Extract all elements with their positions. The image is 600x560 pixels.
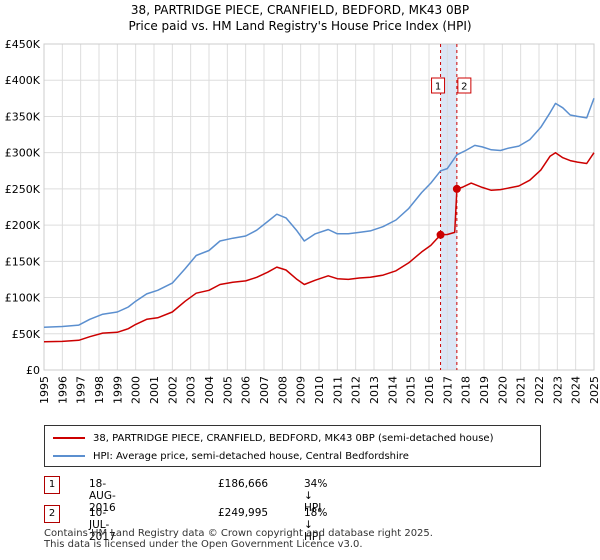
y-tick-label: £400K [5, 74, 41, 87]
x-tick-label: 1999 [111, 376, 124, 404]
transaction-shaded-region [440, 44, 457, 370]
transaction-hpi-diff: 18% ↓ HPI [304, 507, 328, 543]
x-tick-label: 1996 [56, 376, 69, 404]
y-tick-label: £50K [12, 328, 41, 341]
x-tick-label: 2003 [185, 376, 198, 404]
y-tick-label: £150K [5, 255, 41, 268]
x-tick-label: 2002 [166, 376, 179, 404]
x-tick-label: 2010 [313, 376, 326, 404]
hpi-line [43, 98, 595, 329]
x-tick-label: 2009 [295, 376, 308, 404]
x-tick-label: 2019 [478, 376, 491, 404]
legend-item-hpi: HPI: Average price, semi-detached house,… [53, 447, 409, 465]
y-tick-label: £100K [5, 292, 41, 305]
x-tick-label: 2008 [276, 376, 289, 404]
footer-line: This data is licensed under the Open Gov… [44, 539, 363, 550]
y-tick-label: £0 [26, 364, 40, 377]
transaction-label-box [431, 77, 446, 94]
x-tick-label: 2004 [203, 376, 216, 404]
x-tick-label: 1998 [93, 376, 106, 404]
legend-swatch-hpi [53, 455, 85, 457]
transaction-date: 10-JUL-2017 [89, 507, 116, 543]
x-tick-label: 2022 [533, 376, 546, 404]
transaction-hpi-diff: 34% ↓ HPI [304, 478, 328, 514]
transaction-marker-badge: 2 [44, 505, 60, 523]
x-tick-label: 2005 [221, 376, 234, 404]
transaction-date: 18-AUG-2016 [89, 478, 116, 514]
y-tick-label: £200K [5, 219, 41, 232]
y-tick-label: £450K [5, 38, 41, 51]
transaction-label: 2 [461, 82, 467, 93]
x-tick-label: 2024 [570, 376, 583, 404]
x-tick-label: 2007 [258, 376, 271, 404]
x-tick-label: 2025 [588, 376, 600, 404]
legend-label-hpi: HPI: Average price, semi-detached house,… [93, 450, 409, 462]
legend: 38, PARTRIDGE PIECE, CRANFIELD, BEDFORD,… [44, 425, 541, 467]
y-tick-label: £300K [5, 147, 41, 160]
chart-title: 38, PARTRIDGE PIECE, CRANFIELD, BEDFORD,… [131, 3, 469, 17]
y-tick-label: £250K [5, 183, 41, 196]
x-tick-label: 2023 [551, 376, 564, 404]
price-chart: 38, PARTRIDGE PIECE, CRANFIELD, BEDFORD,… [5, 3, 600, 404]
transaction-price: £186,666 [218, 478, 269, 490]
transaction-marker-badge: 1 [44, 476, 60, 494]
chart-subtitle: Price paid vs. HM Land Registry's House … [128, 19, 471, 33]
x-tick-label: 2017 [441, 376, 454, 404]
transaction-point [436, 230, 445, 239]
y-tick-label: £350K [5, 110, 41, 123]
x-tick-label: 2020 [496, 376, 509, 404]
price-paid-line [43, 151, 595, 343]
plot-border [43, 43, 595, 371]
x-tick-label: 2011 [331, 376, 344, 404]
footer-attribution: Contains HM Land Registry data © Crown c… [44, 528, 433, 550]
transaction-label-box [457, 77, 472, 94]
transaction-price: £249,995 [218, 507, 269, 519]
legend-label-price-paid: 38, PARTRIDGE PIECE, CRANFIELD, BEDFORD,… [93, 432, 494, 444]
x-tick-label: 1995 [38, 376, 51, 404]
x-tick-label: 2018 [460, 376, 473, 404]
transaction-point [452, 184, 461, 193]
x-tick-label: 2001 [148, 376, 161, 404]
footer-line: Contains HM Land Registry data © Crown c… [44, 528, 433, 539]
transaction-label: 1 [435, 82, 441, 93]
x-tick-label: 2006 [240, 376, 253, 404]
x-tick-label: 2021 [515, 376, 528, 404]
x-tick-label: 2013 [368, 376, 381, 404]
x-tick-label: 2015 [405, 376, 418, 404]
x-tick-label: 2016 [423, 376, 436, 404]
x-tick-label: 2012 [350, 376, 363, 404]
legend-swatch-price-paid [53, 437, 85, 439]
x-tick-label: 1997 [75, 376, 88, 404]
legend-item-price-paid: 38, PARTRIDGE PIECE, CRANFIELD, BEDFORD,… [53, 429, 493, 447]
x-tick-label: 2014 [386, 376, 399, 404]
x-tick-label: 2000 [130, 376, 143, 404]
